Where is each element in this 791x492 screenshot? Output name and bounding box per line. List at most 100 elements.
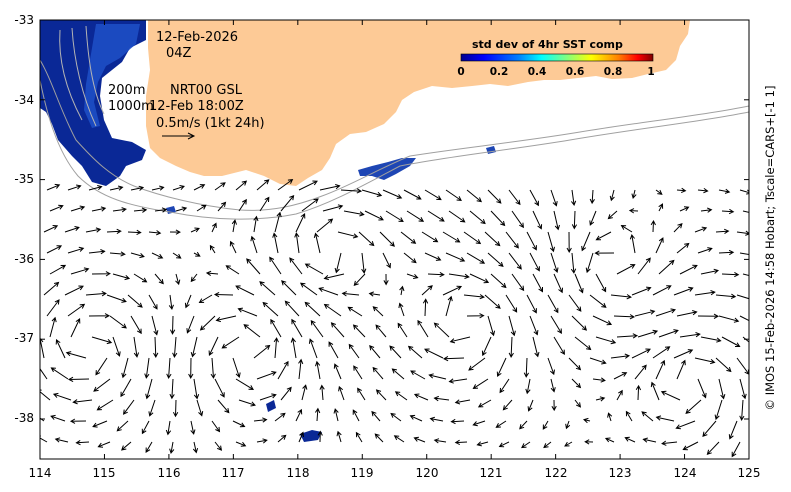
current-arrow: [625, 410, 633, 422]
current-arrow: [550, 189, 558, 207]
current-arrow: [589, 294, 607, 308]
current-arrow: [295, 408, 303, 422]
current-arrow: [217, 399, 230, 414]
credit-label: © IMOS 15-Feb-2026 14:58 Hobart; Tscale=…: [763, 85, 777, 411]
current-arrow: [679, 332, 701, 338]
current-arrow: [347, 306, 363, 317]
current-arrow: [409, 414, 423, 422]
current-arrow: [564, 441, 573, 447]
contour-1000m: [40, 79, 749, 220]
current-arrow: [235, 285, 255, 296]
current-arrow: [673, 349, 694, 359]
current-arrow: [210, 357, 216, 379]
current-arrow: [145, 378, 153, 400]
current-arrow: [655, 308, 676, 317]
current-arrow: [635, 384, 642, 401]
current-arrow: [505, 294, 518, 313]
current-arrow: [660, 390, 681, 401]
current-arrow: [571, 378, 582, 389]
current-arrow: [676, 310, 698, 317]
current-arrow: [40, 364, 48, 380]
current-arrow: [106, 228, 122, 235]
current-arrow: [595, 231, 612, 241]
current-arrow: [190, 227, 200, 233]
lon-tick-label: 115: [92, 466, 116, 480]
lon-tick-label: 114: [28, 466, 52, 480]
current-arrow: [399, 285, 405, 296]
colorbar-tick: 1: [647, 66, 655, 78]
current-arrow: [631, 189, 637, 200]
current-arrow: [589, 189, 595, 205]
current-arrow: [65, 351, 87, 359]
lon-tick-label: 116: [157, 466, 181, 480]
current-arrow: [151, 252, 164, 259]
current-arrow: [427, 271, 445, 278]
current-arrow: [496, 357, 507, 378]
sst-patch-small-a: [486, 146, 496, 154]
current-arrow: [655, 237, 664, 254]
current-arrow: [315, 360, 321, 380]
current-arrow: [168, 294, 174, 311]
current-arrow: [364, 210, 384, 221]
current-arrow: [371, 410, 381, 422]
lon-tick-label: 120: [415, 466, 439, 480]
current-arrow: [323, 303, 342, 317]
current-arrow: [679, 206, 690, 212]
current-arrow: [634, 364, 647, 380]
current-arrow: [253, 344, 271, 359]
current-arrow: [694, 226, 708, 233]
current-arrow: [175, 273, 181, 286]
plot-frame: [39, 19, 750, 460]
lat-tick-label: -36: [14, 252, 34, 266]
current-arrow: [650, 381, 660, 401]
current-arrow: [333, 363, 342, 380]
current-arrow: [301, 198, 319, 212]
current-arrow: [403, 252, 417, 264]
colorbar-tick: 0.4: [527, 66, 547, 78]
current-arrow: [291, 318, 303, 338]
current-arrow: [472, 420, 486, 427]
current-arrow: [361, 189, 383, 197]
current-arrow: [333, 408, 339, 422]
current-arrow: [215, 315, 237, 323]
current-arrow: [508, 336, 514, 359]
current-arrow: [49, 316, 57, 338]
colorbar-tick: 0.8: [603, 66, 623, 78]
current-arrow: [592, 377, 606, 383]
colorbar-tick: 0.6: [565, 66, 585, 78]
current-arrow: [214, 182, 226, 191]
current-arrow: [96, 399, 114, 411]
current-arrow: [406, 210, 425, 222]
current-arrow: [397, 322, 408, 338]
current-arrow: [369, 344, 381, 359]
current-arrow: [256, 371, 277, 380]
current-arrow: [739, 399, 745, 421]
current-arrow: [358, 231, 375, 247]
current-arrow: [274, 211, 282, 233]
current-arrow: [718, 249, 735, 256]
current-arrow: [379, 231, 395, 247]
current-arrow: [153, 336, 159, 359]
current-arrow: [424, 189, 442, 201]
current-arrow: [585, 252, 594, 274]
current-arrow: [172, 185, 185, 191]
current-arrow: [655, 359, 666, 380]
current-arrow: [481, 336, 492, 357]
current-arrow: [67, 184, 82, 191]
current-arrow: [525, 378, 531, 395]
current-arrow: [243, 324, 261, 338]
current-arrow: [277, 360, 289, 380]
current-arrow: [91, 336, 113, 345]
current-arrow: [685, 399, 702, 414]
lon-tick-label: 125: [737, 466, 761, 480]
current-arrow: [718, 315, 740, 323]
current-arrow: [694, 357, 716, 365]
current-arrow: [629, 233, 636, 254]
current-arrow: [721, 336, 741, 347]
current-arrow: [721, 271, 740, 278]
current-arrow: [702, 420, 717, 437]
current-arrow: [46, 183, 61, 191]
current-arrow: [542, 420, 549, 430]
current-arrow: [273, 337, 279, 359]
current-arrow: [526, 294, 537, 314]
